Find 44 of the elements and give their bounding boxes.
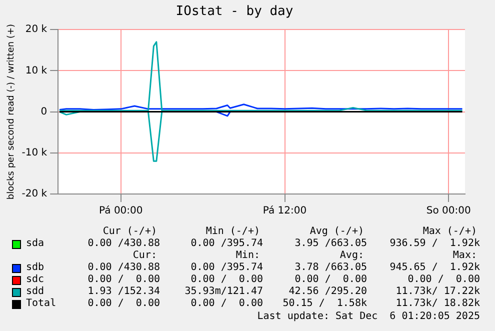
text: 11.73k/ 18.82k xyxy=(396,298,480,309)
text: 0.00 / 0.00 xyxy=(408,274,480,285)
text: 0.00 / 0.00 xyxy=(190,274,263,285)
text: 50.15 / 1.58k xyxy=(282,298,367,309)
text: 0.00 / 0.00 xyxy=(88,274,160,285)
text: Cur (-/+) xyxy=(102,226,157,237)
x-tick-label: Pá 12:00 xyxy=(262,206,307,217)
legend-label: Total xyxy=(26,298,56,309)
legend-label: sdb xyxy=(26,262,44,273)
text: 936.59 / 1.92k xyxy=(390,238,480,249)
y-tick-label: 20 k xyxy=(25,24,48,36)
y-tick-label: -10 k xyxy=(22,147,48,158)
legend-label: sdd xyxy=(26,286,44,297)
text: 0.00 /395.74 xyxy=(190,238,263,249)
y-tick-label: 10 k xyxy=(25,65,48,76)
text: 0.00 / 0.00 xyxy=(294,274,367,285)
text: 3.78 /663.05 xyxy=(294,262,367,273)
text: 42.56 /295.20 xyxy=(288,286,367,297)
text: Max: xyxy=(452,250,477,261)
y-tick-label: -20 k xyxy=(22,188,48,200)
text: Last update: Sat Dec 6 01:20:05 2025 xyxy=(257,311,480,322)
text: Max (-/+) xyxy=(422,226,477,237)
text: 35.93m/121.47 xyxy=(184,286,263,297)
text: 0.00 / 0.00 xyxy=(190,298,263,309)
text: 0.00 /395.74 xyxy=(190,262,263,273)
text: Min: xyxy=(236,250,260,261)
text: 0.00 /430.88 xyxy=(88,238,160,249)
text: 1.93 /152.34 xyxy=(88,286,160,297)
text: 945.65 / 1.92k xyxy=(390,262,480,273)
legend-label: sdc xyxy=(26,274,44,285)
text: Avg: xyxy=(340,250,364,261)
x-tick-label: Pá 00:00 xyxy=(99,206,143,217)
text: Min (-/+) xyxy=(206,226,260,237)
text: Cur: xyxy=(132,250,157,261)
y-tick-label: 0 xyxy=(40,106,48,118)
text: 11.73k/ 17.22k xyxy=(396,286,480,297)
x-tick-label: So 00:00 xyxy=(426,206,471,217)
y-axis-title: blocks per second read (-) / written (+) xyxy=(6,24,17,200)
text: 0.00 / 0.00 xyxy=(88,298,160,309)
chart-title: IOstat - by day xyxy=(176,4,294,20)
text: 3.95 /663.05 xyxy=(294,238,367,249)
text: Avg (-/+) xyxy=(310,226,364,237)
text: 0.00 /430.88 xyxy=(88,262,160,273)
legend-label: sda xyxy=(26,238,44,249)
